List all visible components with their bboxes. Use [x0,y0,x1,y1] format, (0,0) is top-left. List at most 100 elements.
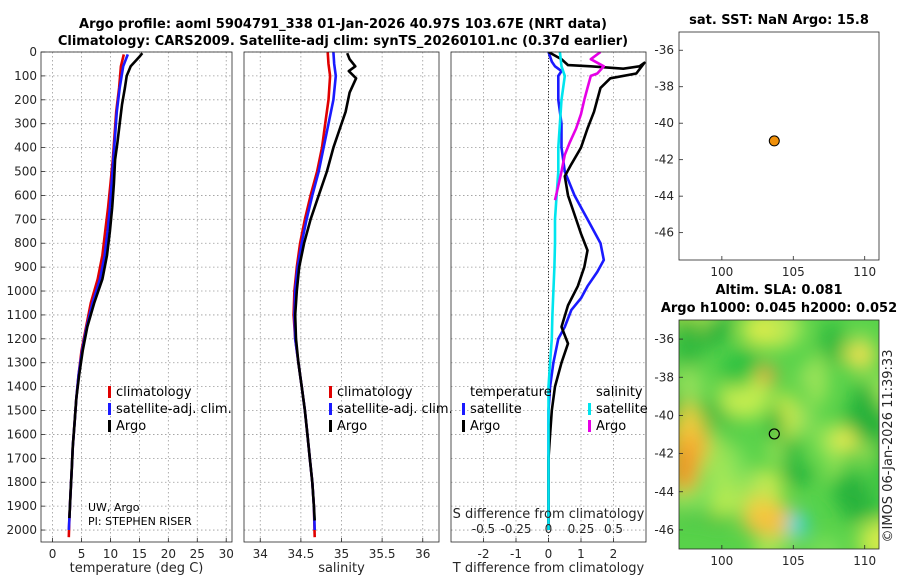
credit-line2: PI: STEPHEN RISER [88,515,192,528]
y-tick-label: -42 [654,447,674,461]
x-tick-label: 1 [577,547,585,561]
sla-field [679,320,879,549]
legend-label: climatology [337,385,413,400]
legend-label: Argo [116,419,146,434]
y-tick-label: 1500 [6,404,37,418]
x-tick-label: 30 [219,547,234,561]
sla-heatmap [679,320,879,549]
x-tick-label: 10 [103,547,118,561]
y-tick-label: -38 [654,370,674,384]
legend-label: satellite [470,402,522,417]
x-tick-label: 36 [415,547,430,561]
credit-line1: UW, Argo [88,501,140,514]
sst-map-title: sat. SST: NaN Argo: 15.8 [689,13,869,28]
x-tick-label: 25 [190,547,205,561]
y-tick-label: 1000 [6,284,37,298]
temperature-panel: 0 5 10 15 20 25 30 temperature (deg C) 0 100 200 30… [6,45,233,576]
legend-swatch [108,420,111,432]
x-tick-label: 110 [853,265,876,279]
sla-title-line2: Argo h1000: 0.045 h2000: 0.052 [661,301,897,316]
legend-swatch [329,403,332,415]
y-tick-label: 1900 [6,499,37,513]
series-group [547,52,646,530]
sla-warm-feature [680,402,700,438]
sla-blob [819,321,846,365]
s-tick-label: 0.25 [568,522,595,536]
plot-frame [40,51,233,543]
y-tick-label: -36 [654,43,674,57]
x-axis-label: temperature (deg C) [70,561,204,576]
y-tick-label: 1300 [6,356,37,370]
map-frame [678,31,880,261]
legend-swatch [462,403,465,415]
y-tick-label: 1400 [6,380,37,394]
y-tick-label: 800 [14,236,37,250]
x-tick-label: -1 [510,547,522,561]
legend-label: satellite-adj. clim. [116,402,232,417]
s-tick-label: 0 [545,522,553,536]
x-tick-label: 0 [545,547,553,561]
y-tick-label: -40 [654,116,674,130]
x-tick-label: 100 [710,265,733,279]
sla-blob [806,536,844,549]
sla-blob [876,461,879,489]
sla-blob [679,320,703,370]
series-line-t-satellite [547,52,606,530]
legend-title-salinity: salinity [596,385,643,400]
series-line-argo [293,52,358,521]
y-tick-label: 1600 [6,427,37,441]
sla-blob [848,406,879,439]
y-tick-label: -44 [654,189,674,203]
sla-blob [837,473,874,523]
sla-blob [719,352,755,389]
sla-blob [795,367,825,387]
x-tick-label: 34.5 [288,547,315,561]
x-axis-label: salinity [318,561,365,576]
map-background [679,32,879,260]
legend-swatch [588,403,591,415]
sla-warm-feature [833,428,857,452]
legend-swatch [462,420,465,432]
sla-blob [851,383,877,409]
y-tick-label: 700 [14,212,37,226]
sla-blob [781,436,802,467]
y-tick-label: 1200 [6,332,37,346]
x-tick-label: 5 [78,547,86,561]
y-tick-label: -42 [654,153,674,167]
series-line-s-satellite [547,52,567,530]
s-tick-label: 0.5 [604,522,623,536]
sla-warm-feature [759,365,775,385]
x-tick-label: 34 [253,547,268,561]
sla-title-line1: Altim. SLA: 0.081 [716,283,843,298]
y-tick-label: 300 [14,117,37,131]
y-tick-label: 2000 [6,523,37,537]
x-tick-label: 110 [853,554,876,568]
legend-swatch [588,420,591,432]
series-line-t-argo [547,52,646,530]
map-frame [678,319,880,550]
legend-label: satellite [596,402,648,417]
sla-blob [856,441,876,464]
y-tick-label: 100 [14,69,37,83]
s-tick-label: -0.5 [472,522,495,536]
legend-label: Argo [470,419,500,434]
legend-title-temperature: temperature [470,385,552,400]
legend-label: Argo [337,419,367,434]
y-tick-label: -40 [654,408,674,422]
s-axis-label: S difference from climatology [453,507,645,522]
legend-swatch [108,386,111,398]
sla-blob [728,444,747,484]
difference-panel: -2 -1 0 1 2T difference from climatology -0.5… [450,51,648,576]
y-tick-label: 200 [14,93,37,107]
legend-swatch [329,386,332,398]
argo-position-marker [768,135,780,147]
argo-position-ring [768,428,780,440]
x-tick-label: 2 [610,547,618,561]
y-tick-label: 500 [14,165,37,179]
y-tick-label: 0 [29,45,37,59]
x-tick-label: 100 [710,554,733,568]
y-tick-label: 900 [14,260,37,274]
sla-warm-feature [844,341,876,369]
salinity-panel: 34 34.5 35 35.5 36 salinity climatology satelli… [243,51,453,576]
